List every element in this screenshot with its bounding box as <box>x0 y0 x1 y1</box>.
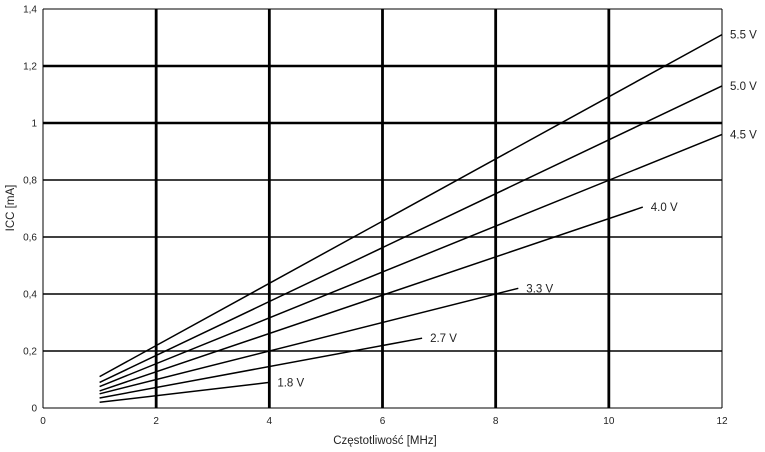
series-line-5-0-V <box>99 85 723 384</box>
series-line-4-0-V <box>99 206 644 392</box>
series-layer <box>99 33 723 404</box>
x-tick-label-5: 10 <box>603 416 615 427</box>
series-labels: 1.8 V 2.7 V 3.3 V 4.0 V 4.5 V 5.0 V 5.5 V <box>277 30 757 390</box>
series-line-5-5-V <box>99 33 723 378</box>
series-label-3-3-V: 3.3 V <box>526 283 553 295</box>
series-label-4-0-V: 4.0 V <box>651 202 678 214</box>
y-axis-title: ICC [mA] <box>5 185 17 232</box>
tick-labels: 0 0,2 0,4 0,6 0,8 1 1,2 1,4 0 2 4 6 8 10 12 <box>23 5 728 428</box>
grid-layer <box>42 8 723 409</box>
y-tick-label-1: 0,2 <box>23 347 37 358</box>
series-label-2-7-V: 2.7 V <box>430 333 457 345</box>
series-label-1-8-V: 1.8 V <box>277 377 304 389</box>
series-label-5-0-V: 5.0 V <box>730 81 757 93</box>
x-tick-label-2: 4 <box>267 416 273 427</box>
series-line-3-3-V <box>99 287 519 395</box>
series-label-4-5-V: 4.5 V <box>730 129 757 141</box>
y-tick-label-3: 0,6 <box>23 233 37 244</box>
series-label-5-5-V: 5.5 V <box>730 30 757 42</box>
y-tick-label-7: 1,4 <box>23 5 37 16</box>
series-line-2-7-V <box>99 337 423 399</box>
x-axis-title: Częstotliwość [MHz] <box>333 435 437 447</box>
y-tick-label-6: 1,2 <box>23 62 37 73</box>
x-tick-label-6: 12 <box>716 416 728 427</box>
x-tick-label-1: 2 <box>153 416 159 427</box>
y-tick-label-4: 0,8 <box>23 176 37 187</box>
x-tick-label-3: 6 <box>380 416 386 427</box>
series-line-1-8-V <box>99 381 270 404</box>
y-tick-label-5: 1 <box>31 119 37 130</box>
x-tick-label-0: 0 <box>40 416 46 427</box>
y-tick-label-0: 0 <box>31 404 37 415</box>
series-line-4-5-V <box>99 133 723 388</box>
y-tick-label-2: 0,4 <box>23 290 37 301</box>
x-tick-label-4: 8 <box>493 416 499 427</box>
